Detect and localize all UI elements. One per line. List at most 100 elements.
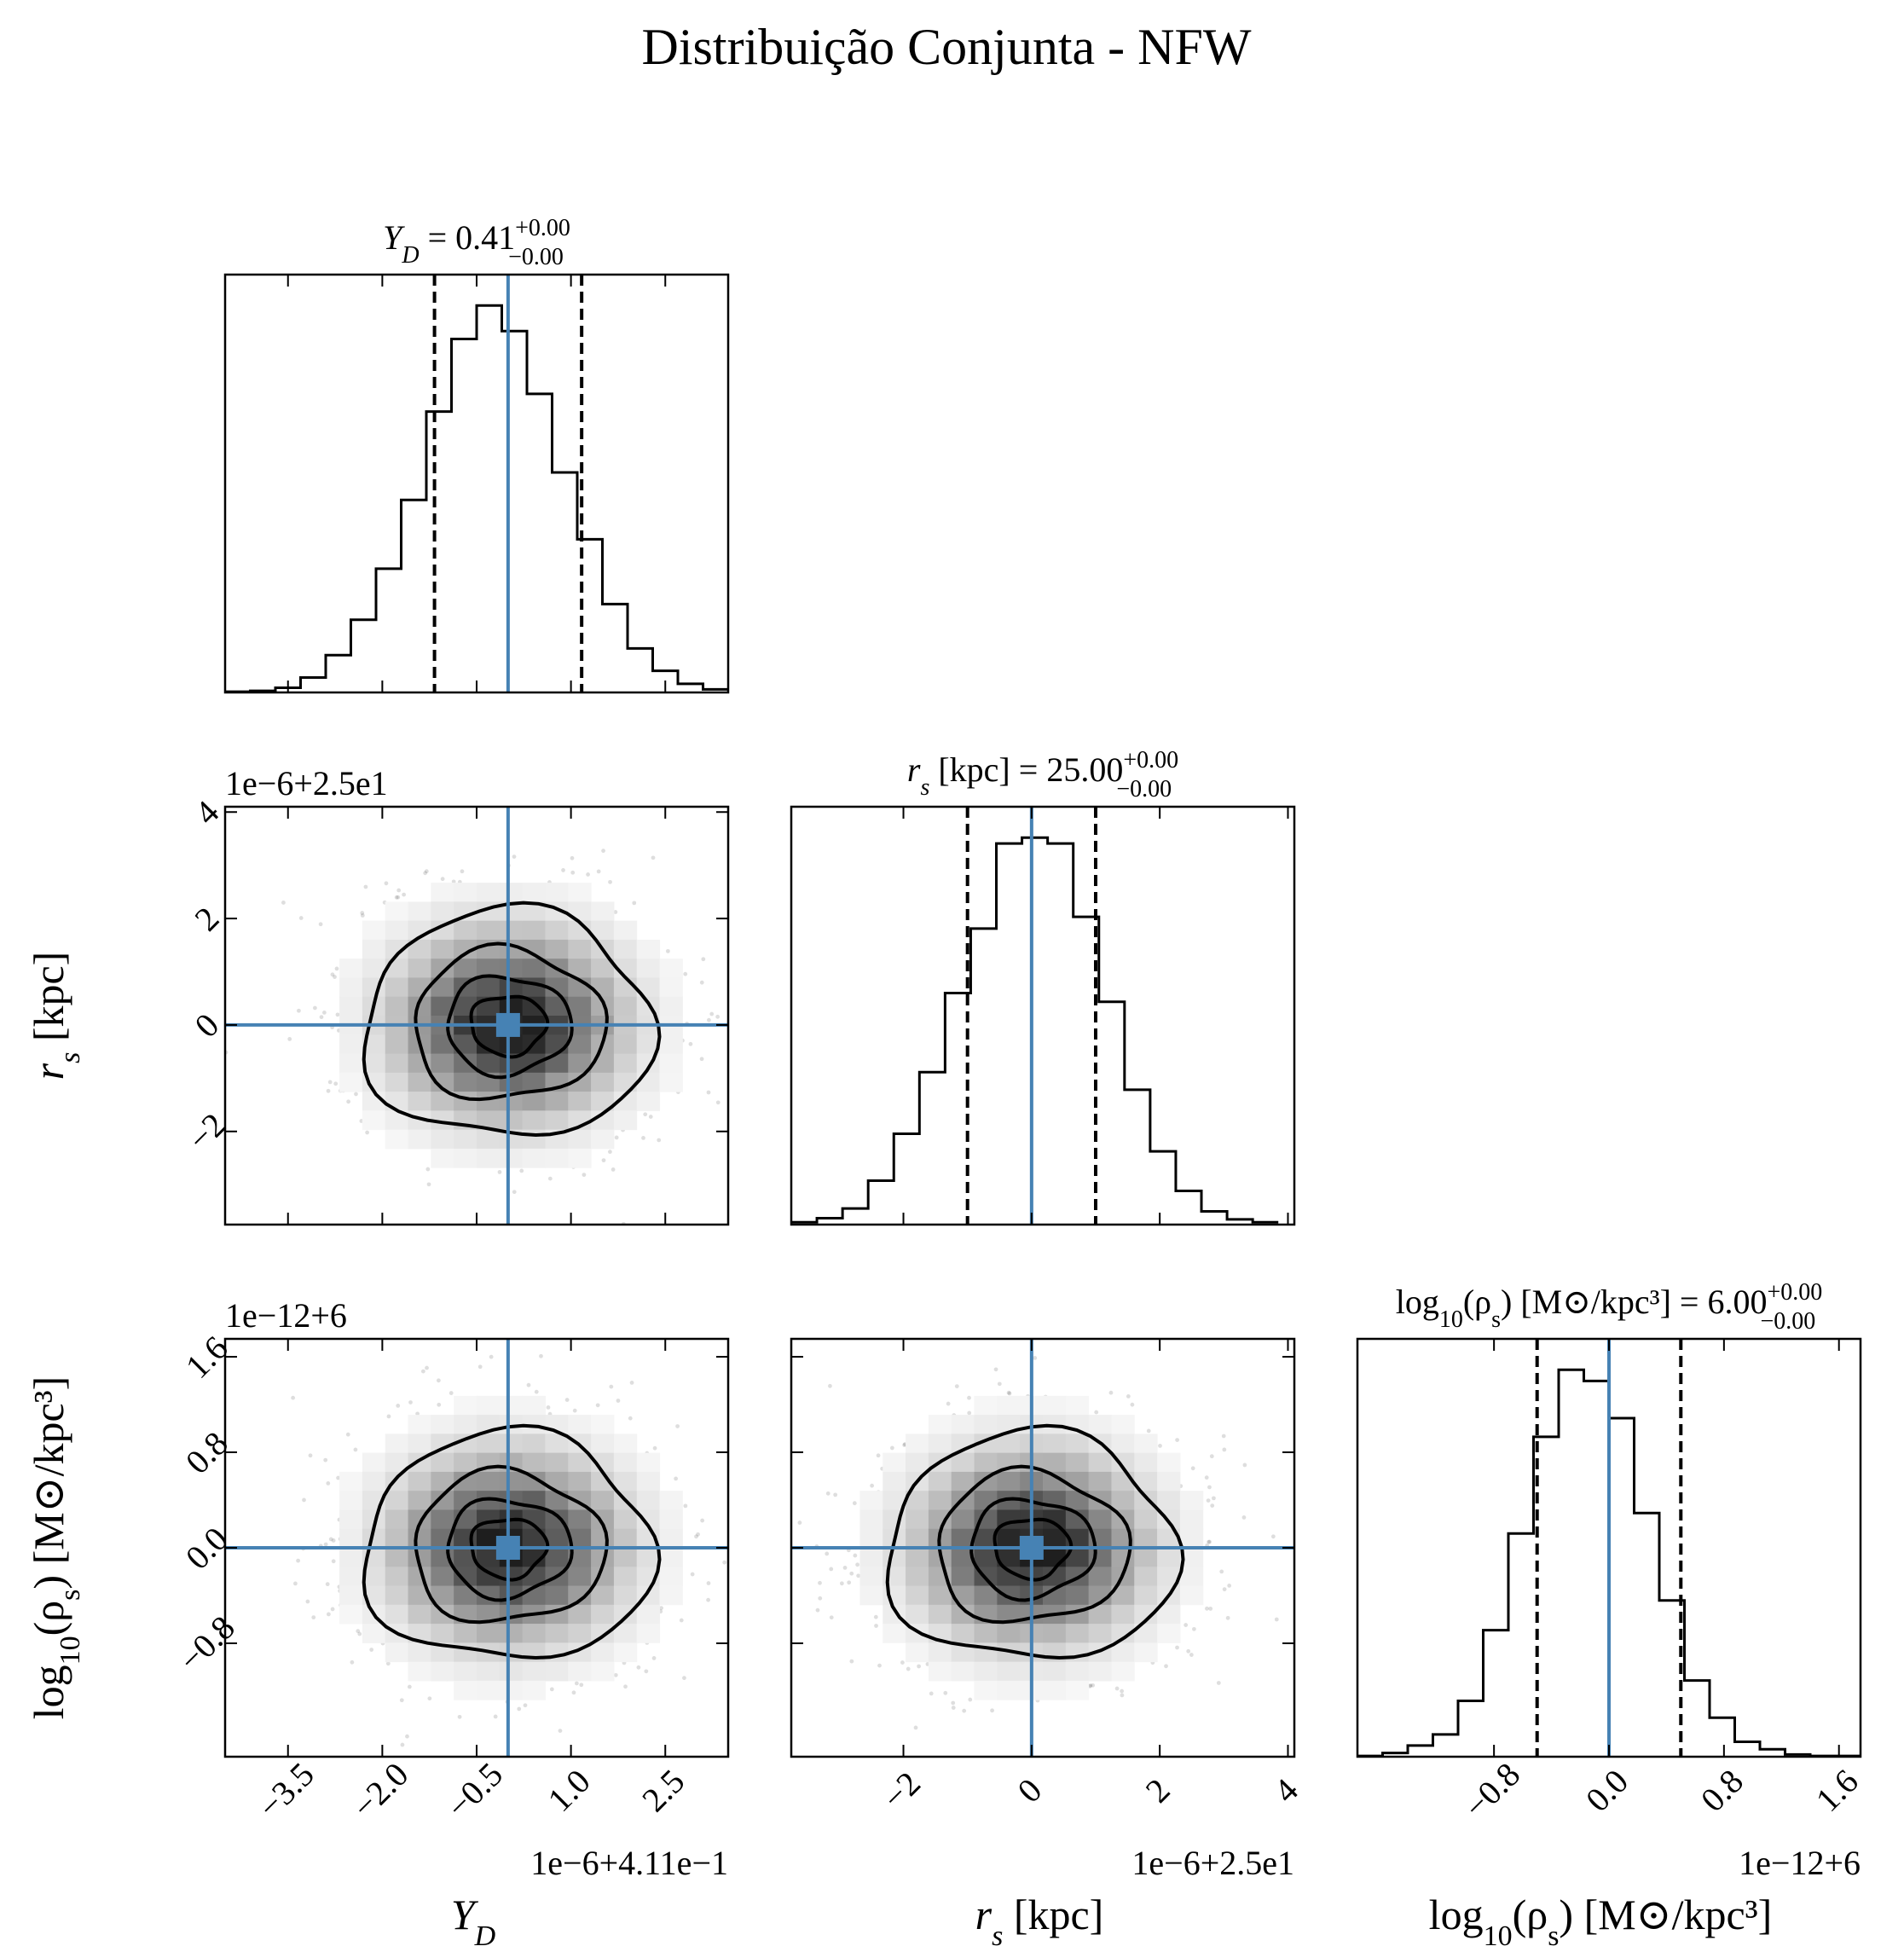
density-cell [613,1567,638,1587]
density-cell [545,1452,569,1473]
density-cell [408,1642,431,1663]
density-cell [1111,1585,1135,1606]
density-cell [431,959,454,978]
sample-point [574,1681,579,1686]
panel-title-minus: −0.00 [508,244,564,270]
density-cell [883,1548,906,1567]
sample-point [519,1168,524,1173]
sample-point [449,1391,454,1395]
density-cell [997,1567,1021,1587]
density-cell [1179,1585,1204,1606]
density-cell [906,1604,929,1625]
x-tick-label: 2.5 [634,1762,692,1819]
sample-point [1130,1402,1135,1407]
histogram-panel-3: log10(ρs) [M⊙/kpc³] = 6.00+0.00−0.00 [1356,1279,1862,1758]
density-cell [408,1129,431,1150]
density-cell [1157,1604,1181,1625]
sample-point [297,1008,301,1013]
sample-point [402,892,407,897]
density-cell [1065,1661,1090,1682]
sample-point [426,1182,431,1187]
density-cell [859,1528,883,1549]
sample-point [967,1395,971,1400]
density-cell [477,959,501,978]
density-cell [1043,1624,1067,1643]
density-cell [522,959,546,978]
density-cell [385,1129,409,1150]
density-cell [477,1661,501,1682]
sample-point [706,1597,710,1602]
x-tick-label: 4 [1266,1771,1305,1810]
sample-point [990,1708,994,1713]
sample-point [396,1404,401,1408]
density-cell [454,1148,477,1168]
sample-point [1126,1393,1131,1399]
density-cell [522,1092,546,1111]
sample-point [1158,1443,1162,1448]
density-cell [385,977,409,998]
sample-point [328,1537,333,1542]
density-cell [431,883,454,902]
density-cell [362,1624,386,1643]
sample-point [399,1698,404,1703]
sample-point [1146,1428,1151,1434]
density-cell [339,1585,363,1606]
sample-point [608,1150,612,1155]
sample-point [1225,1615,1230,1620]
sample-point [571,1690,576,1695]
sample-point [570,870,576,875]
sample-point [1186,1648,1191,1654]
density-cell [591,977,615,998]
density-cell [522,939,546,959]
density-cell [477,1548,501,1567]
sample-point [330,1607,335,1612]
sample-point [613,910,618,914]
histogram-panel-2: rs [kpc] = 25.00+0.00−0.00 [790,747,1296,1226]
density-cell [408,1661,431,1682]
sample-point [1209,1454,1214,1459]
sample-point [648,1115,653,1119]
sample-point [326,1481,331,1486]
sample-point [350,1659,355,1665]
density-cell [339,1053,363,1074]
density-cell [339,996,363,1017]
density-cell [613,1528,638,1549]
density-cell [385,1567,409,1587]
density-cell [974,1585,998,1606]
sample-point [400,1742,405,1747]
sample-point [360,913,365,918]
sample-point [917,1664,921,1669]
sample-point [493,1714,498,1719]
density-cell [568,1072,592,1092]
sample-point [701,957,706,962]
density-cell [431,1129,454,1150]
sample-point [628,1416,633,1421]
density-cell [362,939,386,959]
sample-point [512,854,517,860]
sample-point [335,1012,340,1017]
truth-marker [495,1536,520,1560]
density-cell [1157,1452,1181,1473]
density-cell [408,996,431,1017]
density-cell [1134,1585,1158,1606]
density-cell [385,1110,409,1131]
density-cell [339,1471,363,1492]
density-cell [499,1680,524,1700]
sample-point [595,1403,600,1408]
sample-point [596,869,601,874]
x-offset-text: 1e−12+6 [1739,1844,1861,1882]
figure-title: Distribuição Conjunta - NFW [642,19,1252,75]
density-cell [613,939,638,959]
sample-point [539,1353,543,1358]
sample-point [1094,1410,1099,1415]
sample-point [1091,1683,1096,1688]
sample-point [659,1606,664,1611]
sample-point [327,1080,333,1085]
density-cell [454,1034,477,1055]
panel-frame [790,805,1296,1226]
density-cell [362,1034,386,1055]
density-cell [499,1661,524,1682]
density-cell [1065,1624,1090,1643]
density-cell [591,1642,615,1663]
sample-point [331,1538,336,1543]
